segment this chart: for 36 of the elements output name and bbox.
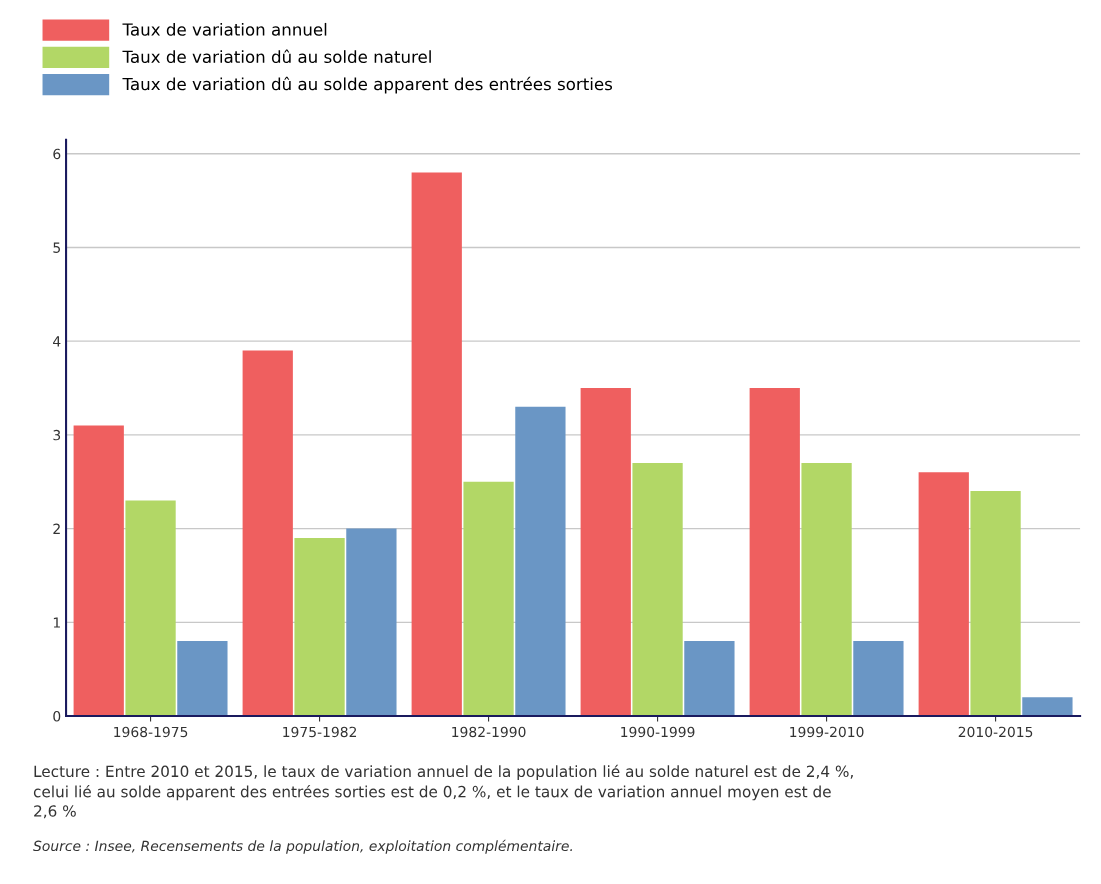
- bar: [684, 641, 735, 717]
- y-tick-label: 3: [53, 429, 61, 441]
- x-tick-label: 1975-1982: [283, 726, 357, 738]
- bar: [801, 463, 852, 717]
- x-tick-label: 1999-2010: [790, 726, 864, 738]
- y-tick-label: 1: [53, 617, 60, 628]
- bar: [125, 500, 176, 717]
- bar: [294, 537, 345, 717]
- bar: [1022, 697, 1073, 717]
- legend-label: Taux de variation dû au solde naturel: [122, 49, 431, 64]
- y-tick-label: 5: [53, 242, 60, 253]
- y-tick-label: 0: [53, 711, 61, 722]
- bar: [749, 388, 800, 717]
- x-tick-label: 1968-1975: [114, 726, 188, 738]
- bar: [580, 388, 631, 717]
- y-tick-label: 4: [53, 336, 61, 347]
- bar: [177, 641, 228, 717]
- bar: [515, 406, 566, 717]
- bar: [632, 463, 683, 717]
- y-tick-label: 6: [53, 148, 61, 160]
- bar: [463, 481, 514, 717]
- bar: [242, 350, 293, 717]
- bar: [918, 472, 969, 717]
- bar: [970, 491, 1021, 717]
- x-tick-label: 1982-1990: [452, 726, 526, 738]
- source-note: Source : Insee, Recensements de la population, exploitation complémentaire.: [33, 839, 572, 854]
- bar: [411, 172, 462, 717]
- y-tick-label: 2: [53, 523, 60, 534]
- bar: [346, 528, 397, 717]
- text: Lecture : Entre 2010 et 2015, le taux de variation annuel de la population lié au solde naturel est de 2,4 %, celui lié au solde apparent des entrées sorties est de 0,2 %, et le taux de variation annuel moyen est de 2,6 %: [33, 764, 853, 819]
- bar: [73, 425, 124, 717]
- legend-label: Taux de variation dû au solde apparent des entrées sorties: [122, 76, 613, 94]
- x-tick-label: 2010-2015: [958, 726, 1033, 738]
- legend-label: Taux de variation annuel: [122, 22, 327, 36]
- x-tick-label: 1990-1999: [621, 726, 695, 738]
- bar: [853, 641, 904, 717]
